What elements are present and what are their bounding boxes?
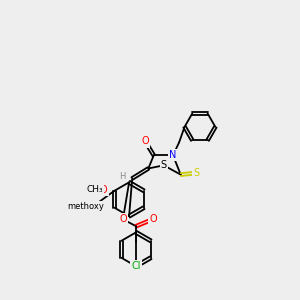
Text: O: O <box>100 185 107 195</box>
Text: O: O <box>142 136 149 146</box>
Text: CH₃: CH₃ <box>86 185 103 194</box>
Text: H: H <box>119 172 125 182</box>
Text: methoxy: methoxy <box>68 202 104 211</box>
Text: O: O <box>119 214 127 224</box>
Text: Cl: Cl <box>131 261 141 271</box>
Text: S: S <box>161 160 167 170</box>
Text: N: N <box>169 150 177 160</box>
Text: S: S <box>193 168 199 178</box>
Text: O: O <box>149 214 157 224</box>
